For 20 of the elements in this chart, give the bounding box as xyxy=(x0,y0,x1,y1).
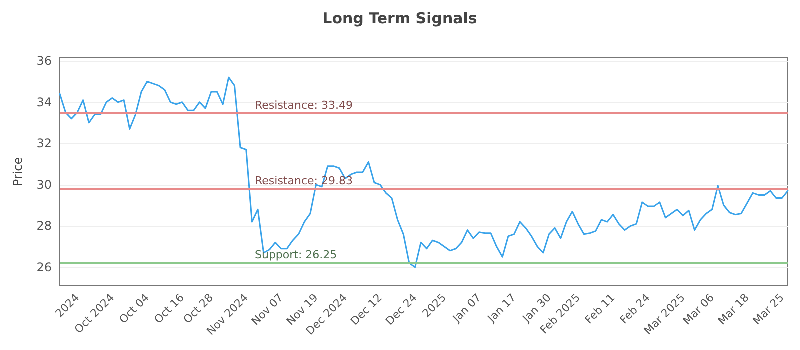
y-tick-label: 36 xyxy=(36,54,52,68)
y-tick-label: 32 xyxy=(36,136,52,151)
x-tick-label: Oct 04 xyxy=(116,291,152,326)
y-axis-title: Price xyxy=(11,157,25,187)
x-tick-label: Mar 18 xyxy=(716,291,752,328)
y-tick-label: 30 xyxy=(36,178,52,192)
x-tick-label: Nov 07 xyxy=(249,291,286,328)
ref-line-label: Resistance: 33.49 xyxy=(255,98,353,112)
x-tick-label: Jan 17 xyxy=(484,291,519,326)
x-tick-label: Feb 11 xyxy=(582,291,618,327)
x-tick-label: Dec 12 xyxy=(348,291,385,328)
y-tick-label: 28 xyxy=(36,219,52,234)
x-tick-label: Mar 25 xyxy=(750,291,787,328)
ref-line-label: Support: 26.25 xyxy=(255,248,338,262)
x-tick-label: Jan 07 xyxy=(450,291,484,326)
chart-title: Long Term Signals xyxy=(322,10,478,28)
y-tick-label: 26 xyxy=(36,260,52,274)
line-series xyxy=(59,76,789,268)
y-tick-label: 34 xyxy=(36,95,52,110)
x-tick-label: Dec 24 xyxy=(383,291,420,328)
